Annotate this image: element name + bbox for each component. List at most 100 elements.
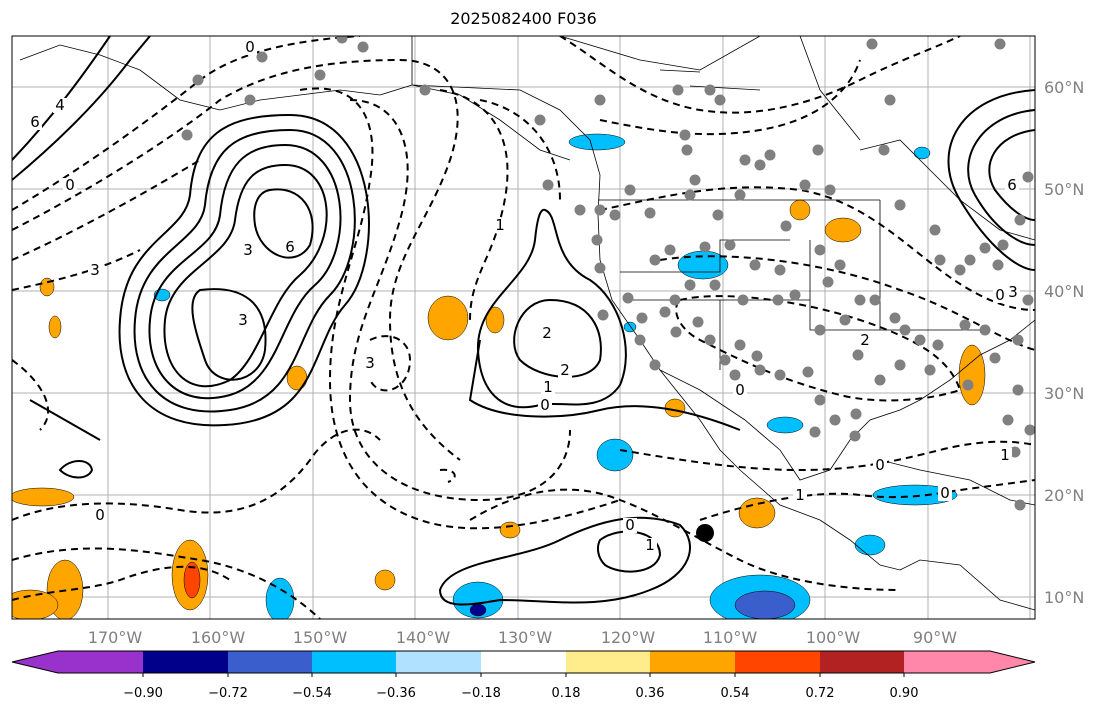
station-dot [959,319,971,331]
longitude-label: 150°W [293,628,348,647]
station-dot [712,209,724,221]
contour-label-bg [858,333,872,348]
station-dot [854,294,866,306]
colorbar-swatch [481,651,566,673]
station-dot [802,366,814,378]
contour-label: 3 [243,241,253,259]
colorbar-tick-label: −0.72 [208,686,248,701]
station-dot [754,364,766,376]
latitude-label: 60°N [1044,78,1084,97]
station-dot [884,94,896,106]
station-dot [822,276,834,288]
station-dot [1009,446,1021,458]
shaded-region [789,199,811,221]
station-dot [932,339,944,351]
station-dot [181,129,193,141]
contour-label: 0 [95,506,105,524]
station-dot [1022,171,1034,183]
station-dot [789,289,801,301]
station-dot [672,84,684,96]
station-dot [924,364,936,376]
station-dot [679,129,691,141]
station-dot [664,244,676,256]
contour-label-bg [283,240,297,255]
contour-label-bg [243,40,257,55]
contour-label: 1 [645,536,655,554]
station-dot [1022,294,1034,306]
contour-label: 0 [65,176,75,194]
station-dot [649,254,661,266]
colorbar-swatch [143,651,228,673]
contour-label: 4 [55,96,65,114]
contour-label-bg [363,356,377,371]
station-dot [624,184,636,196]
contour-label-bg [733,383,747,398]
contour-label-bg [623,518,637,533]
contour-label: 2 [560,361,570,379]
contour-label-bg [993,288,1007,303]
contour-label: 0 [625,516,635,534]
shaded-region [12,589,59,619]
station-dot [659,306,671,318]
longitude-label: 140°W [396,628,451,647]
contour-label-bg [538,398,552,413]
station-dot [256,51,268,63]
station-dot [684,279,696,291]
shaded-region [958,344,986,406]
shaded-region [568,133,626,151]
contour-label: 1 [495,216,505,234]
shaded-region [265,577,295,619]
station-dot [670,326,682,338]
colorbar-tick-label: −0.90 [123,686,163,701]
contour-label: 6 [30,113,40,131]
colorbar-swatch [312,651,396,673]
colorbar-extend-low [12,651,143,673]
longitude-labels: 170°W 160°W 150°W 140°W 130°W 120°W 110°W 100°W… [88,628,957,647]
contour-label-bg [938,486,952,501]
shaded-region [12,487,75,507]
contour-label: 0 [940,484,950,502]
contour-label: 3 [238,311,248,329]
contour-label: 0 [735,381,745,399]
station-dot [644,207,656,219]
station-dot [964,254,976,266]
contour-label: 6 [285,238,295,256]
station-dot [534,114,546,126]
station-dot [772,294,784,306]
station-dot [699,241,711,253]
black-dot-marker [696,524,714,542]
station-dot [689,174,701,186]
station-dot [714,94,726,106]
map-frame [11,35,1036,620]
latitude-label: 10°N [1044,588,1084,607]
station-dot [1012,334,1024,346]
contour-label-bg [93,508,107,523]
colorbar-tick-label: −0.54 [292,686,332,701]
station-dot [597,309,609,321]
station-dot [994,38,1006,50]
shaded-region [677,250,729,280]
shaded-region [913,146,931,160]
station-dot [669,294,681,306]
station-dot [809,426,821,438]
station-dot [724,239,736,251]
colorbar-extend-high [904,651,1035,673]
contour-label-bg [1005,178,1019,193]
station-dot [979,242,991,254]
contour-label-bg [793,488,807,503]
colorbar-swatch [566,651,650,673]
station-dot [850,408,862,420]
colorbar-tick-label: 0.18 [552,686,581,701]
shaded-region [854,534,886,556]
station-dot [814,244,826,256]
shaded-region [485,306,505,334]
station-dot [649,359,661,371]
contour-label-bg [88,263,102,278]
station-dot [874,374,886,386]
shaded-region [499,521,521,539]
station-dot [799,179,811,191]
contour-label-bg [873,458,887,473]
contour-label-bg [643,538,657,553]
